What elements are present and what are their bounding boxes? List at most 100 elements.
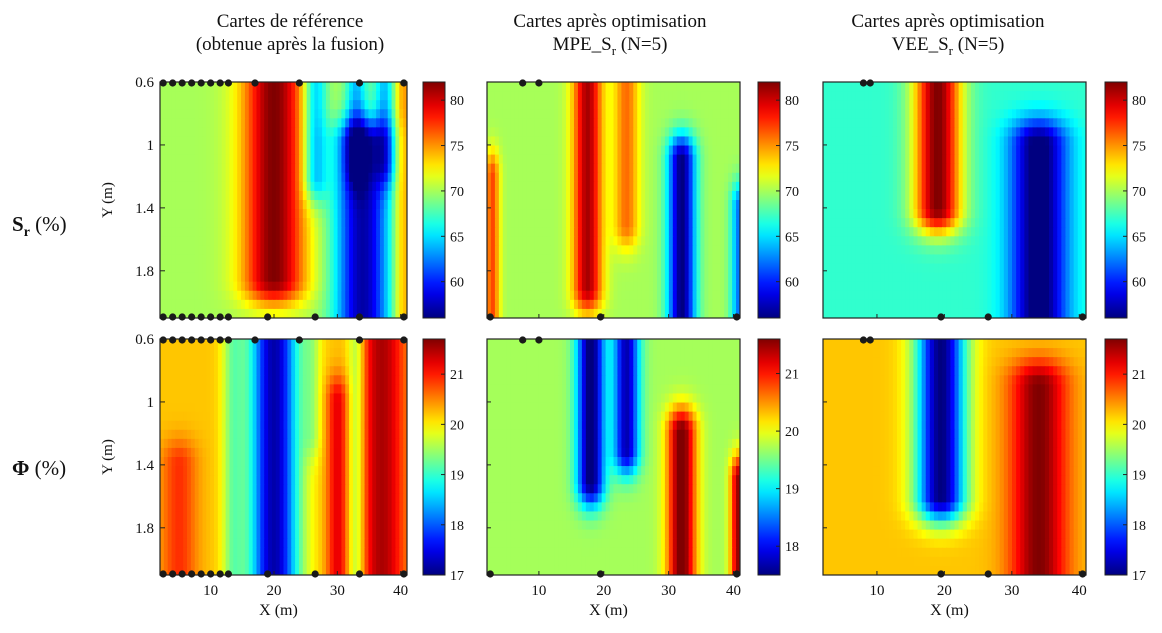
heatmap-cell (372, 227, 377, 237)
heatmap-cell (656, 154, 662, 165)
heatmap-cell (314, 100, 319, 110)
heatmap-cell (229, 254, 234, 265)
heatmap-cell (318, 145, 323, 156)
heatmap-cell (341, 209, 346, 219)
heatmap-cell (522, 263, 528, 274)
heatmap-cell (337, 245, 342, 256)
heatmap-cell (617, 82, 622, 92)
heatmap-cell (868, 82, 873, 92)
heatmap-cell (995, 181, 1001, 192)
heatmap-cell (179, 145, 184, 156)
heatmap-cell (668, 209, 674, 219)
heatmap-cell (260, 154, 265, 165)
heatmap-cell (637, 190, 642, 201)
heatmap-cell (995, 227, 1001, 237)
colorbar-tick-label: 60 (450, 276, 464, 291)
heatmap-cell (518, 299, 524, 310)
heatmap-cell (542, 308, 547, 318)
heatmap-cell (966, 100, 972, 110)
heatmap-cell (855, 109, 861, 119)
heatmap-cell (360, 227, 366, 237)
heatmap-cell (194, 127, 200, 138)
heatmap-cell (356, 154, 362, 165)
heatmap-cell (617, 263, 622, 274)
heatmap-cell (1077, 109, 1083, 119)
heatmap-cell (244, 218, 250, 228)
heatmap-cell (660, 245, 666, 256)
heatmap-cell (494, 181, 500, 192)
heatmap-cell (356, 163, 362, 174)
heatmap-cell (291, 91, 296, 101)
heatmap-cell (637, 218, 642, 228)
heatmap-cell (1069, 109, 1075, 119)
heatmap-cell (341, 136, 346, 147)
heatmap-cell (171, 109, 177, 119)
heatmap-cell (954, 136, 960, 147)
heatmap-cell (268, 163, 273, 174)
colorbar-tick-label: 65 (785, 230, 799, 245)
heatmap-cell (708, 154, 713, 165)
heatmap-cell (585, 109, 591, 119)
heatmap-cell (720, 109, 725, 119)
heatmap-cell (987, 163, 993, 174)
heatmap-cell (325, 209, 331, 219)
heatmap-cell (933, 109, 939, 119)
heatmap-cell (487, 109, 492, 119)
heatmap-cell (696, 127, 702, 138)
heatmap-cell (287, 200, 292, 210)
heatmap-cell (514, 281, 520, 292)
measurement-point (216, 79, 224, 87)
heatmap-cell (827, 100, 832, 110)
heatmap-cell (909, 254, 915, 265)
heatmap-cell (1032, 227, 1038, 237)
heatmap-cell (672, 272, 678, 283)
heatmap-cell (609, 163, 615, 174)
heatmap-cell (376, 82, 381, 92)
heatmap-cell (538, 127, 543, 138)
heatmap-cell (684, 227, 690, 237)
heatmap-cell (970, 136, 976, 147)
heatmap-cell (391, 272, 397, 283)
heatmap-cell (921, 263, 927, 274)
heatmap-cell (1061, 172, 1067, 183)
heatmap-cell (490, 163, 496, 174)
heatmap-cell (954, 200, 960, 210)
heatmap-cell (896, 190, 902, 201)
heatmap-cell (938, 290, 943, 301)
heatmap-cell (839, 209, 845, 219)
heatmap-cell (171, 281, 177, 292)
heatmap-cell (271, 145, 277, 156)
heatmap-cell (198, 245, 204, 256)
heatmap-cell (322, 209, 327, 219)
heatmap-cell (248, 154, 254, 165)
heatmap-cell (183, 272, 188, 283)
heatmap-cell (1024, 236, 1030, 246)
heatmap-cell (550, 145, 555, 156)
heatmap-cell (896, 200, 902, 210)
heatmap-cell (672, 145, 678, 156)
heatmap-cell (684, 91, 690, 101)
heatmap-cell (198, 209, 204, 219)
heatmap-cell (546, 272, 551, 283)
heatmap-cell (888, 290, 894, 301)
heatmap-cell (395, 118, 400, 128)
heatmap-cell (688, 263, 694, 274)
heatmap-cell (645, 200, 650, 210)
heatmap-cell (933, 218, 939, 228)
heatmap-cell (206, 163, 211, 174)
heatmap-cell (946, 82, 951, 92)
heatmap-cell (399, 299, 404, 310)
heatmap-cell (684, 127, 690, 138)
heatmap-cell (391, 299, 397, 310)
heatmap-cell (999, 254, 1005, 265)
heatmap-cell (601, 163, 607, 174)
heatmap-cell (1049, 163, 1054, 174)
heatmap-cell (716, 209, 721, 219)
heatmap-cell (522, 154, 528, 165)
heatmap-cell (558, 91, 563, 101)
heatmap-cell (958, 136, 964, 147)
heatmap-cell (680, 227, 686, 237)
heatmap-cell (617, 118, 622, 128)
heatmap-cell (522, 100, 528, 110)
heatmap-cell (221, 227, 227, 237)
